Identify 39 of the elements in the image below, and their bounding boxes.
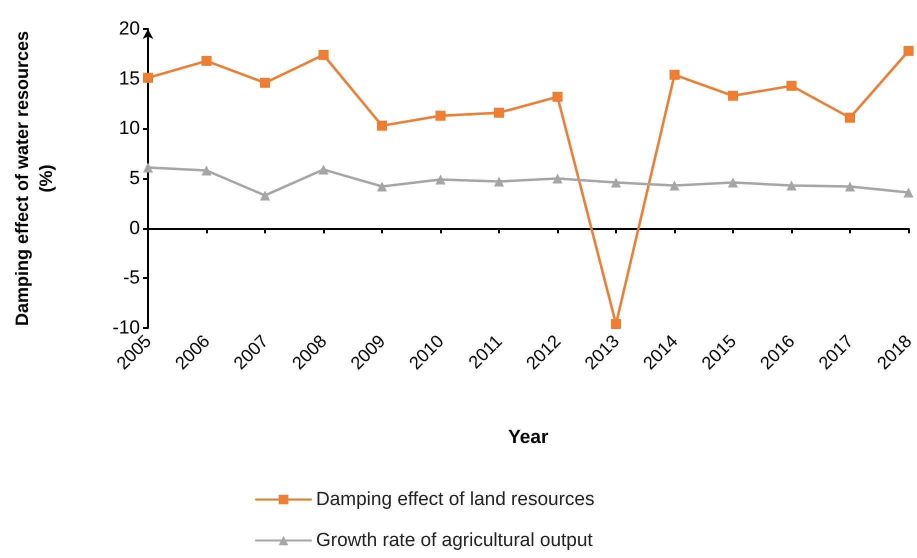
point [318, 50, 329, 60]
y-tick-label: 15 [118, 68, 140, 90]
point [728, 90, 738, 101]
y-tick-label: 10 [118, 118, 140, 140]
point [786, 180, 797, 190]
y-tick-label: 20 [118, 18, 140, 40]
legend-label: Growth rate of agricultural output [316, 530, 594, 551]
point [845, 112, 856, 123]
point [904, 187, 914, 198]
point [260, 78, 270, 88]
point [202, 166, 212, 176]
point [260, 190, 270, 200]
point [436, 110, 446, 121]
point [318, 164, 329, 175]
point [377, 120, 388, 131]
point [786, 80, 797, 91]
y-tick-label: 0 [129, 218, 140, 239]
point [552, 174, 563, 184]
point [436, 174, 446, 184]
point [670, 70, 680, 80]
point [494, 176, 504, 186]
legend-label: Damping effect of land resources [316, 489, 594, 510]
y-tick-label: -5 [123, 268, 140, 289]
point [143, 72, 153, 83]
point [377, 181, 388, 192]
point [202, 56, 212, 66]
point [611, 177, 622, 188]
point [904, 46, 914, 56]
point [494, 108, 504, 118]
y-tick-label: -10 [112, 318, 140, 338]
point [611, 319, 622, 330]
point [143, 162, 153, 173]
point [845, 181, 856, 192]
point [728, 177, 738, 188]
y-tick-label: 5 [129, 168, 140, 189]
y-axis-title: Damping effect of water resources (%) [12, 30, 56, 326]
point [552, 92, 563, 102]
point [670, 180, 680, 190]
x-axis-title: Year [508, 427, 549, 448]
